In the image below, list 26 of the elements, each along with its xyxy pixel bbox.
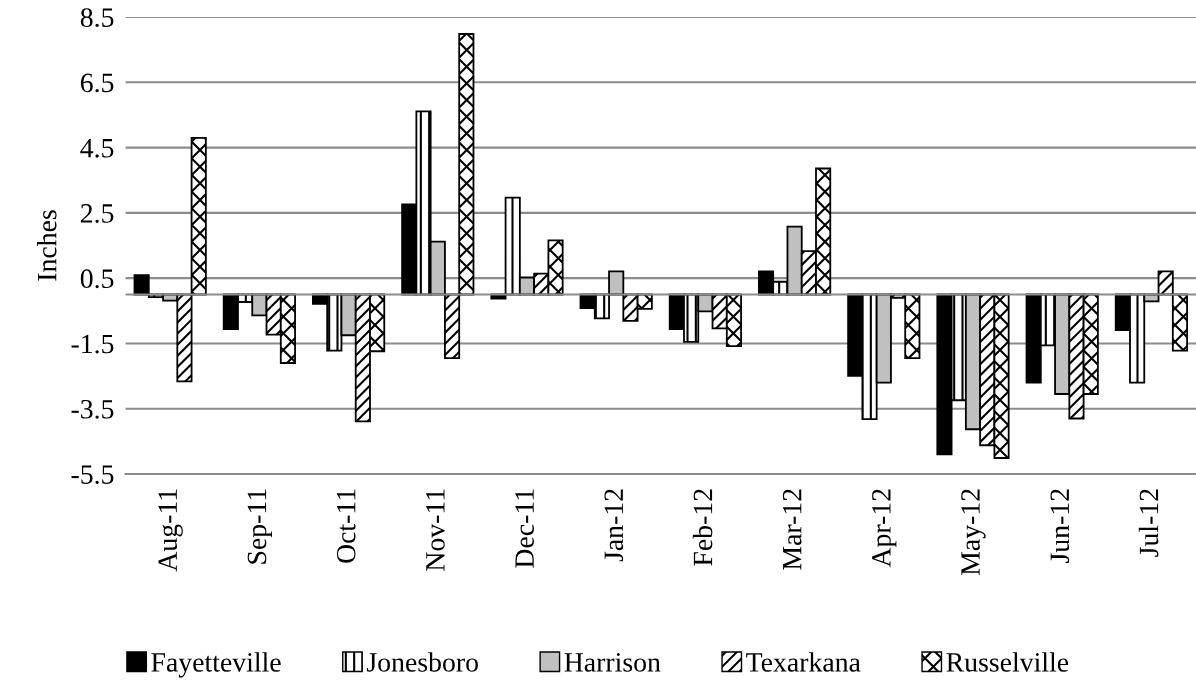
x-tick-label: Jun-12 [1050,489,1070,563]
legend-label: Fayetteville [151,652,281,678]
x-tick-label: Mar-12 [782,489,802,570]
legend-label: Jonesboro [366,652,478,672]
y-tick-label: 8.5 [80,8,114,28]
y-tick-label: 4.5 [80,138,114,158]
x-tick-label: Dec-11 [515,489,534,568]
y-tick-label: -5.5 [71,465,114,485]
x-tick-label: Feb-12 [692,489,713,566]
legend-label: Harrison [564,653,661,672]
x-tick-label: Nov-11 [426,489,445,571]
y-tick-label: 6.5 [80,73,114,93]
x-tick-label: Oct-11 [336,489,356,563]
x-tick-label: Apr-12 [872,489,897,568]
legend-label: Texarkana [746,652,861,672]
x-tick-label: Jan-12 [604,489,624,562]
legend-label: Russelville [946,652,1069,672]
x-tick-label: Jul-12 [1138,489,1159,557]
y-tick-label: -1.5 [71,334,114,354]
y-tick-label: 0.5 [80,269,114,289]
y-tick-label: -3.5 [71,399,114,419]
x-tick-label: May-12 [961,489,986,576]
x-tick-label: Sep-11 [247,489,272,564]
y-axis-title: Inches [36,210,57,281]
x-tick-label: Aug-11 [158,489,183,572]
y-tick-label: 2.5 [80,204,114,223]
